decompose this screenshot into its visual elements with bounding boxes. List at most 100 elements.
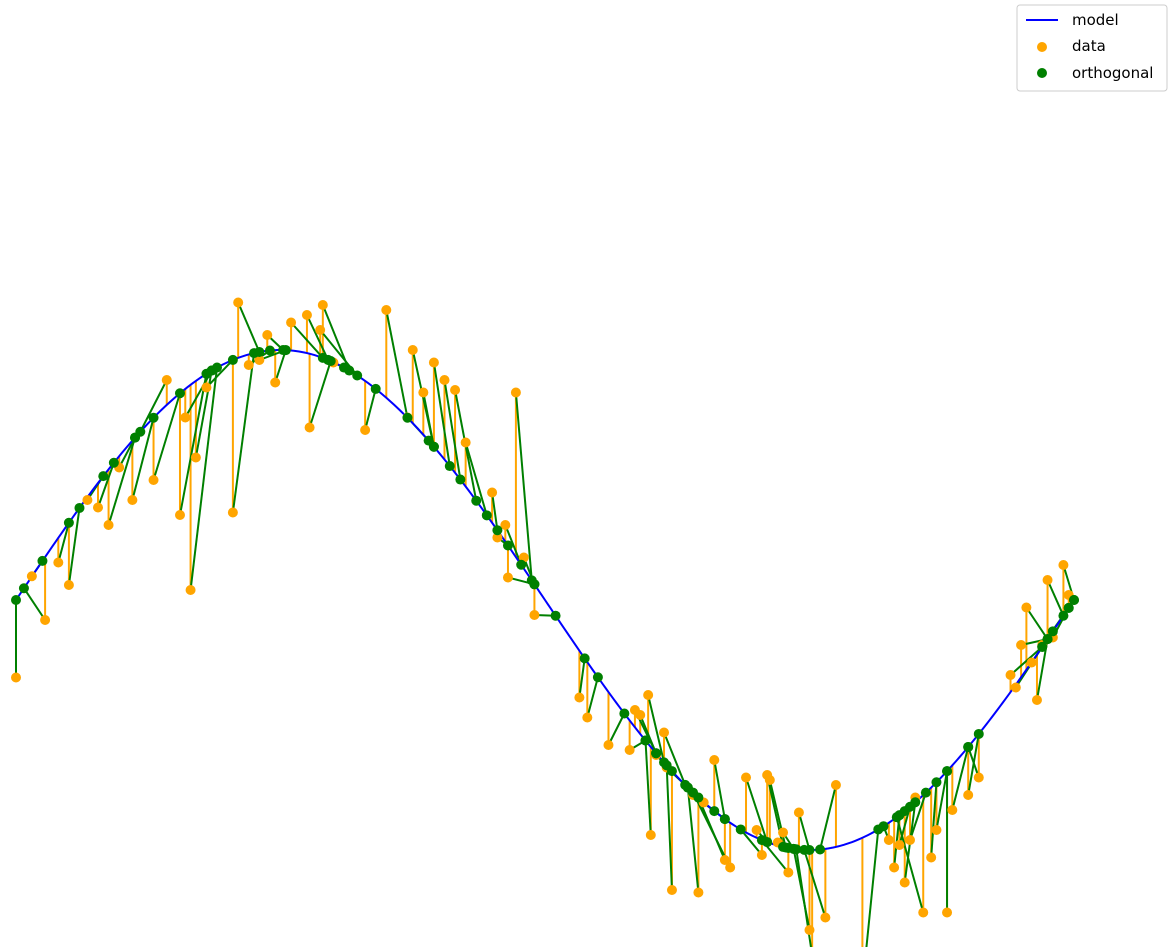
data-point: [1026, 657, 1037, 668]
orthogonal-line: [803, 849, 827, 918]
legend-orthogonal-swatch: [1037, 68, 1047, 78]
data-point: [53, 557, 64, 568]
orthogonal-point: [709, 806, 720, 817]
orthogonal-line: [951, 746, 970, 811]
orthogonal-line: [57, 522, 70, 563]
data-point: [1042, 575, 1053, 585]
orthogonal-point: [455, 474, 466, 485]
orthogonal-point: [973, 728, 984, 739]
model-curve: [15, 348, 1075, 852]
orthogonal-line: [364, 388, 377, 431]
orthogonal-line: [491, 492, 499, 531]
orthogonal-line: [644, 740, 652, 836]
data-point: [764, 775, 775, 785]
data-point: [460, 437, 471, 448]
orthogonal-point: [338, 362, 349, 373]
orthogonal-lines: [15, 302, 1075, 947]
orthogonal-line: [464, 442, 488, 516]
orthogonal-line: [578, 658, 586, 698]
data-point: [40, 615, 51, 625]
data-point: [243, 360, 254, 370]
data-point: [926, 852, 937, 863]
legend-model-label: model: [1072, 11, 1119, 29]
orthogonal-line: [290, 321, 324, 359]
orthogonal-line: [797, 812, 811, 851]
legend-data-label: data: [1072, 37, 1106, 55]
data-point: [751, 825, 762, 835]
data-point: [645, 830, 656, 840]
orthogonal-point: [910, 797, 921, 808]
orthogonal-line: [514, 392, 533, 581]
data-point: [643, 690, 654, 700]
data-point: [973, 772, 984, 783]
orthogonal-line: [139, 379, 168, 433]
orthogonal-point: [402, 412, 413, 423]
data-point: [603, 740, 614, 750]
orthogonal-point: [74, 502, 85, 513]
data-point: [793, 807, 804, 818]
orthogonal-line: [274, 349, 287, 383]
orthogonal-point: [206, 365, 217, 376]
plot-area: [11, 297, 1079, 947]
orthogonal-line: [504, 524, 523, 566]
data-point: [103, 520, 114, 530]
data-point: [26, 571, 37, 582]
orthogonal-line: [231, 352, 256, 513]
orthogonal-point: [492, 525, 503, 536]
data-point: [709, 755, 720, 765]
orthogonal-point: [550, 610, 561, 621]
data-point: [428, 357, 439, 368]
data-point: [693, 887, 704, 898]
orthogonal-line: [819, 784, 837, 850]
data-point: [756, 850, 767, 860]
orthogonal-line: [665, 765, 673, 891]
data-point: [418, 387, 429, 398]
data-point: [719, 855, 730, 865]
orthogonal-point: [18, 583, 29, 594]
orthogonal-line: [385, 309, 409, 418]
orthogonal-point: [891, 812, 902, 823]
orthogonal-line: [1009, 646, 1043, 676]
legend: model data orthogonal: [1016, 4, 1168, 92]
orthogonal-line: [586, 677, 599, 718]
data-point: [918, 907, 929, 918]
orthogonal-line: [107, 437, 136, 526]
data-point: [624, 745, 635, 755]
legend-frame: [1016, 4, 1168, 92]
orthogonal-point: [688, 787, 699, 798]
orthogonal-line: [895, 816, 925, 913]
orthogonal-line: [205, 359, 234, 389]
data-point: [500, 520, 511, 530]
orthogonal-point: [37, 555, 48, 566]
data-point: [201, 382, 212, 393]
data-point: [1016, 640, 1027, 650]
orthogonal-point: [325, 356, 336, 367]
orthogonal-point: [735, 824, 746, 835]
data-point: [407, 345, 418, 355]
data-point: [783, 867, 794, 878]
orthogonal-point: [756, 835, 767, 846]
data-point: [889, 862, 900, 873]
data-point: [905, 835, 916, 845]
orthogonal-line: [739, 828, 763, 856]
orthogonal-line: [865, 829, 880, 947]
data-point: [180, 412, 191, 423]
orthogonal-point: [661, 760, 672, 771]
data-point: [262, 330, 273, 340]
data-point: [92, 502, 103, 513]
orthogonal-point: [444, 461, 455, 472]
data-point: [148, 475, 159, 485]
data-point: [883, 835, 894, 845]
orthogonal-line: [443, 379, 462, 480]
orthogonal-point: [942, 766, 953, 777]
orthogonal-line: [306, 314, 330, 361]
orthogonal-line: [1025, 606, 1049, 640]
data-point: [931, 825, 942, 835]
orthogonal-point: [815, 844, 826, 855]
orthogonal-point: [1037, 641, 1048, 652]
data-point: [1010, 682, 1021, 693]
orthogonal-line: [930, 782, 938, 858]
orthogonal-line: [647, 694, 665, 763]
data-point: [942, 907, 953, 918]
orthogonal-line: [909, 792, 927, 841]
